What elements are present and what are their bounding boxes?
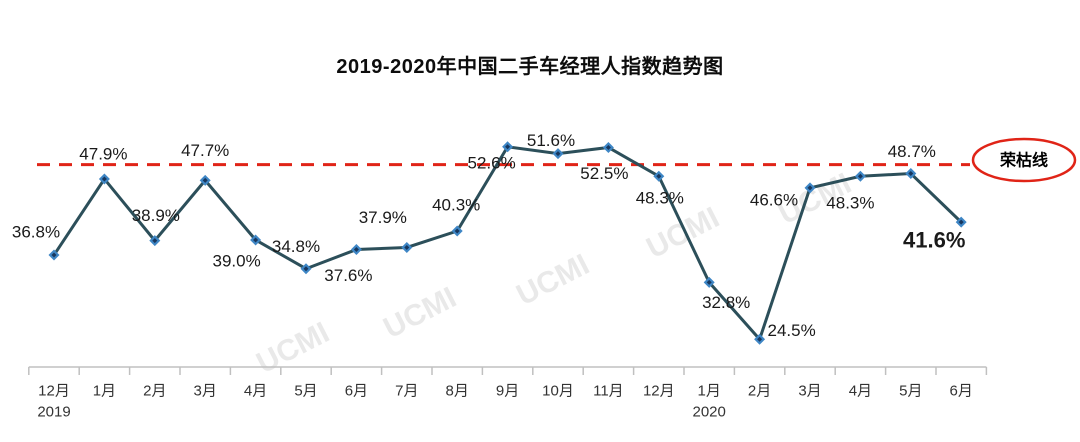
data-point-marker-core [404, 244, 410, 250]
data-point-marker-core [152, 238, 158, 244]
data-point-label: 36.8% [12, 223, 60, 242]
x-axis-year-label: 2020 [693, 404, 726, 421]
data-point-marker-core [605, 144, 611, 150]
data-point-label: 37.6% [324, 266, 372, 285]
x-axis-month-label: 12月 [38, 383, 70, 400]
x-axis-month-label: 1月 [93, 383, 116, 400]
x-axis-year-label: 2019 [37, 404, 70, 421]
watermark-text: UCMI [511, 248, 594, 312]
data-point-marker-core [857, 173, 863, 179]
x-axis-month-label: 12月 [643, 383, 675, 400]
data-point-marker-core [202, 177, 208, 183]
data-point-marker-core [505, 144, 511, 150]
watermark-text: UCMI [251, 316, 334, 380]
data-point-label: 24.5% [767, 321, 815, 340]
x-axis-month-label: 9月 [496, 383, 519, 400]
x-axis-month-label: 1月 [698, 383, 721, 400]
x-axis-month-label: 3月 [798, 383, 821, 400]
data-point-marker-core [454, 228, 460, 234]
data-point-label: 37.9% [359, 208, 407, 227]
data-point-label: 40.3% [432, 196, 480, 215]
x-axis-month-label: 4月 [849, 383, 872, 400]
data-point-label: 32.8% [702, 293, 750, 312]
x-axis-month-label: 6月 [345, 383, 368, 400]
data-point-marker-core [958, 219, 964, 225]
data-point-label: 46.6% [750, 190, 798, 209]
data-point-label: 47.9% [79, 144, 127, 163]
data-point-label: 41.6% [903, 228, 965, 253]
data-point-marker-core [555, 151, 561, 157]
data-point-label: 52.5% [580, 164, 628, 183]
data-point-label: 48.7% [888, 142, 936, 161]
x-axis-month-label: 2月 [143, 383, 166, 400]
data-point-marker-core [101, 176, 107, 182]
data-point-label: 52.6% [467, 153, 515, 172]
data-point-marker-core [51, 252, 57, 258]
x-axis-month-label: 6月 [950, 383, 973, 400]
data-point-marker-core [253, 237, 259, 243]
watermark-text: UCMI [378, 281, 461, 345]
threshold-badge-ellipse [971, 137, 1077, 183]
data-point-marker-core [303, 266, 309, 272]
watermark-text: UCMI [641, 201, 724, 265]
data-point-marker-core [807, 185, 813, 191]
data-point-label: 34.8% [272, 237, 320, 256]
data-point-label: 48.3% [636, 189, 684, 208]
threshold-label: 荣枯线 [999, 151, 1048, 170]
x-axis-month-label: 5月 [899, 383, 922, 400]
x-axis-month-label: 4月 [244, 383, 267, 400]
data-point-label: 39.0% [212, 251, 260, 270]
x-axis-month-label: 2月 [748, 383, 771, 400]
data-point-label: 47.7% [181, 141, 229, 160]
data-point-marker-core [656, 173, 662, 179]
x-axis-month-label: 5月 [294, 383, 317, 400]
x-axis-month-label: 7月 [395, 383, 418, 400]
x-axis-month-label: 8月 [446, 383, 469, 400]
data-point-label: 48.3% [826, 194, 874, 213]
x-axis-month-label: 10月 [542, 383, 574, 400]
chart-title: 2019-2020年中国二手车经理人指数趋势图 [336, 56, 724, 78]
x-axis-month-label: 3月 [194, 383, 217, 400]
data-point-marker-core [908, 171, 914, 177]
data-point-marker-core [757, 336, 763, 342]
data-point-marker-core [353, 247, 359, 253]
data-point-label: 51.6% [527, 131, 575, 150]
data-point-marker-core [706, 279, 712, 285]
x-axis-month-label: 11月 [593, 383, 624, 400]
data-point-label: 38.9% [132, 206, 180, 225]
